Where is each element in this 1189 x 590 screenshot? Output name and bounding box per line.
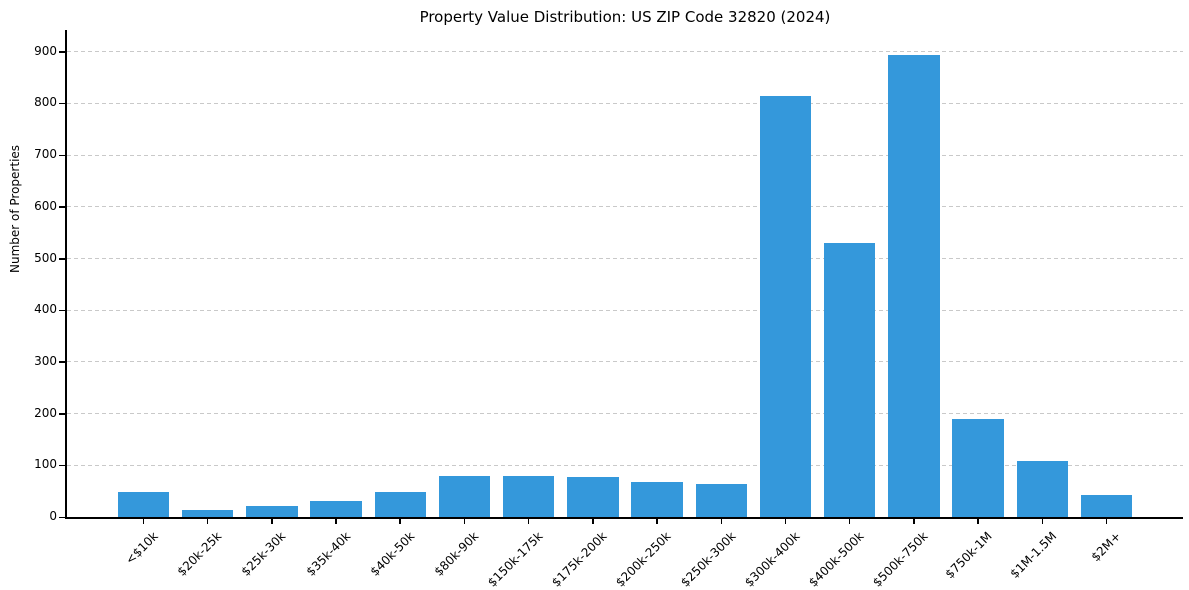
x-tick-label: $400k-500k [806,529,867,590]
x-tick-label: $2M+ [1088,529,1124,565]
bar [952,418,1004,517]
x-tick-label: $40k-50k [367,529,418,579]
y-tick-label: 400 [34,302,57,317]
gridline-500 [67,258,1183,259]
bar [631,482,683,517]
x-tick-label: $20k-25k [174,529,225,579]
y-tick-label: 300 [34,353,57,368]
y-tick [59,206,65,208]
bar [246,505,298,517]
y-tick [59,102,65,105]
y-tick-label: 700 [34,147,57,162]
y-tick [59,413,65,415]
x-tick-label: $300k-400k [741,529,803,590]
bar [1080,495,1133,517]
x-tick-label: $500k-750k [870,529,931,590]
gridline-700 [67,154,1183,156]
bar [181,510,234,517]
x-tick [527,519,530,524]
x-tick [848,519,851,524]
bar [1016,461,1069,517]
x-tick [142,519,145,524]
bar [759,95,812,517]
x-tick [656,519,658,524]
bar [502,475,555,517]
gridline-800 [67,102,1183,104]
chart-title: Property Value Distribution: US ZIP Code… [419,8,831,26]
y-tick [59,258,65,260]
bar [310,501,362,517]
x-tick-label: $250k-300k [677,529,739,590]
y-tick-label: 800 [34,95,57,110]
x-tick-label: <$10k [122,529,161,568]
x-tick [335,519,337,524]
gridline-400 [67,309,1183,311]
x-tick [784,519,787,524]
x-tick-label: $80k-90k [431,529,482,579]
y-tick-label: 0 [49,509,57,523]
x-tick [720,519,723,524]
x-tick [913,519,915,524]
y-tick-label: 200 [34,405,57,420]
bar [824,242,876,517]
y-tick-label: 600 [34,198,57,213]
x-tick [463,519,466,524]
y-tick [59,516,65,518]
gridline-600 [67,206,1183,208]
y-tick [59,464,65,467]
y-tick [59,51,65,53]
x-tick [1041,519,1044,524]
x-axis-line [65,517,1183,519]
y-tick-label: 100 [34,457,57,472]
y-tick-label: 500 [34,250,57,265]
bar [888,55,940,517]
gridline-900 [67,51,1183,53]
x-tick-label: $25k-30k [238,529,289,579]
bar [695,484,747,517]
gridline-100 [67,464,1183,466]
x-tick [1105,519,1108,524]
bar [117,492,170,517]
x-tick-label: $150k-175k [484,529,546,590]
y-tick [59,154,65,157]
bar [438,475,491,517]
y-tick [59,361,65,363]
x-tick [977,519,979,524]
bar [567,476,619,517]
y-axis-line [65,30,67,519]
x-tick [592,519,594,524]
x-tick [399,519,401,524]
gridline-200 [67,413,1183,415]
y-tick-label: 900 [34,43,57,58]
x-tick-label: $750k-1M [942,529,996,582]
x-tick [206,519,209,524]
gridline-300 [67,361,1183,363]
x-tick-label: $1M-1.5M [1007,529,1060,581]
x-tick-label: $175k-200k [549,529,610,590]
x-tick-label: $35k-40k [303,529,353,579]
x-tick-label: $200k-250k [613,529,674,590]
bar [374,492,426,517]
y-tick [59,309,65,312]
x-tick [271,519,273,524]
